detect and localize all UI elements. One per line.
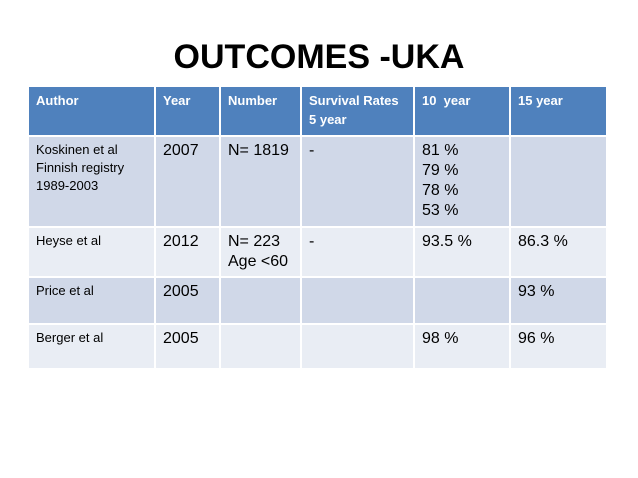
cell-15-year: 96 % — [509, 323, 608, 370]
table-row: Price et al 2005 93 % — [27, 276, 608, 325]
number-line: N= 1819 — [228, 142, 289, 159]
ten-year-line: 93.5 % — [422, 233, 472, 250]
cell-number — [219, 323, 302, 370]
ten-year-line: 81 % — [422, 142, 459, 159]
cell-year: 2007 — [154, 135, 221, 228]
header-survival-line1: Survival Rates — [309, 93, 399, 108]
table-row: Heyse et al 2012 N= 223 Age <60 - 93.5 %… — [27, 226, 608, 278]
cell-15-year — [509, 135, 608, 228]
ten-year-line: 79 % — [422, 162, 459, 179]
table-header-row: Author Year Number Survival Rates 5 year… — [27, 85, 608, 137]
cell-author: Price et al — [27, 276, 156, 325]
cell-author: Koskinen et al Finnish registry 1989-200… — [27, 135, 156, 228]
header-survival-5-year: Survival Rates 5 year — [300, 85, 415, 137]
header-15-year: 15 year — [509, 85, 608, 137]
header-author: Author — [27, 85, 156, 137]
cell-author: Berger et al — [27, 323, 156, 370]
cell-10-year: 81 % 79 % 78 % 53 % — [413, 135, 511, 228]
cell-15-year: 93 % — [509, 276, 608, 325]
ten-year-line: 98 % — [422, 330, 459, 347]
author-line: 1989-2003 — [36, 178, 99, 193]
author-line: Koskinen et al — [36, 142, 118, 157]
outcomes-table: Author Year Number Survival Rates 5 year… — [27, 85, 608, 370]
number-line: Age <60 — [228, 253, 289, 270]
number-line: N= 223 — [228, 233, 281, 250]
cell-year: 2005 — [154, 276, 221, 325]
cell-author: Heyse et al — [27, 226, 156, 278]
header-survival-line2: 5 year — [309, 112, 347, 127]
cell-number — [219, 276, 302, 325]
cell-year: 2005 — [154, 323, 221, 370]
cell-10-year — [413, 276, 511, 325]
header-number: Number — [219, 85, 302, 137]
header-10-year: 10 year — [413, 85, 511, 137]
ten-year-line: 53 % — [422, 202, 459, 219]
cell-year: 2012 — [154, 226, 221, 278]
cell-15-year: 86.3 % — [509, 226, 608, 278]
cell-10-year: 93.5 % — [413, 226, 511, 278]
slide-title: OUTCOMES -UKA — [173, 38, 465, 76]
cell-5-year — [300, 323, 415, 370]
cell-5-year: - — [300, 226, 415, 278]
table-row: Koskinen et al Finnish registry 1989-200… — [27, 135, 608, 228]
ten-year-line: 78 % — [422, 182, 459, 199]
cell-5-year: - — [300, 135, 415, 228]
cell-5-year — [300, 276, 415, 325]
table-row: Berger et al 2005 98 % 96 % — [27, 323, 608, 370]
cell-10-year: 98 % — [413, 323, 511, 370]
author-line: Price et al — [36, 283, 94, 298]
author-line: Finnish registry — [36, 160, 125, 175]
author-line: Heyse et al — [36, 233, 102, 248]
author-line: Berger et al — [36, 330, 104, 345]
header-year: Year — [154, 85, 221, 137]
cell-number: N= 223 Age <60 — [219, 226, 302, 278]
cell-number: N= 1819 — [219, 135, 302, 228]
